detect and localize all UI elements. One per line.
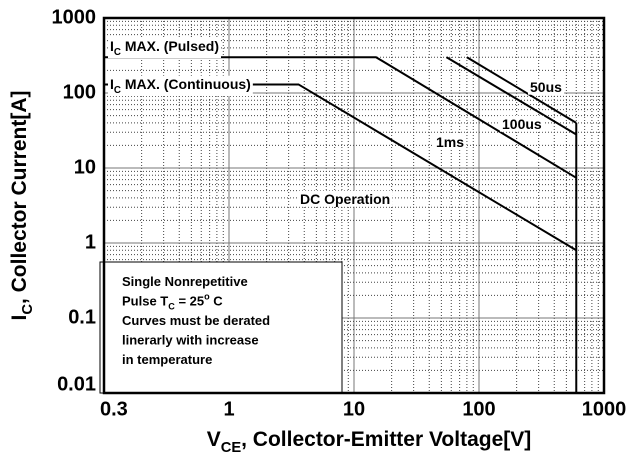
y-tick-label: 0.1 — [68, 306, 96, 328]
annotation-bg — [108, 37, 221, 59]
note-line: in temperature — [122, 352, 212, 367]
annotation: IC MAX. (Pulsed) — [110, 38, 219, 58]
plot-frame — [102, 16, 606, 395]
annotation: 1ms — [436, 134, 464, 150]
annotation-bg — [500, 115, 544, 132]
annotation-part: 1ms — [436, 134, 464, 150]
x-axis-title: VCE, Collector-Emitter Voltage[V] — [207, 428, 532, 456]
note-line-part: C — [210, 294, 224, 309]
y-tick-label: 1 — [85, 231, 96, 253]
y-axis-title-part: I — [8, 315, 31, 321]
annotation-bg — [298, 190, 393, 207]
note-line-part: Single Nonrepetitive — [122, 274, 248, 289]
x-axis-title-part: V — [207, 428, 221, 451]
note-line-part: Curves must be derated — [122, 313, 270, 328]
x-tick-label: 100 — [462, 398, 495, 420]
annotation-part: MAX. (Continuous) — [121, 76, 251, 92]
note-line-part: Pulse T — [122, 294, 168, 309]
note-line-part: linerarly with increase — [122, 333, 259, 348]
annotation-part: 50us — [530, 79, 562, 95]
y-tick-label: 1000 — [52, 6, 97, 28]
x-tick-label: 10 — [343, 398, 365, 420]
annotation: DC Operation — [300, 191, 390, 207]
y-tick-label: 100 — [63, 81, 96, 103]
annotation: 50us — [530, 79, 562, 95]
x-tick-label: 1000 — [582, 398, 627, 420]
y-tick-label: 10 — [74, 156, 96, 178]
y-axis-title-part: C — [20, 304, 36, 315]
note-box — [99, 261, 343, 394]
annotation-bg — [528, 78, 565, 95]
curve — [446, 56, 577, 136]
annotation: 100us — [502, 116, 542, 132]
x-axis-title-part: CE — [221, 440, 242, 456]
x-tick-label: 1 — [223, 398, 234, 420]
note-line-part: C — [168, 302, 175, 312]
annotation-part: 100us — [502, 116, 542, 132]
annotation-part: DC Operation — [300, 191, 390, 207]
annotation-bg — [108, 75, 253, 97]
annotation: IC MAX. (Continuous) — [110, 76, 251, 96]
annotation-part: MAX. (Pulsed) — [121, 38, 219, 54]
note-line-part: o — [204, 292, 210, 302]
annotation-part: I — [110, 38, 114, 54]
note-line-part: = 25 — [175, 294, 204, 309]
annotation-part: C — [114, 85, 121, 96]
note-line-part: in temperature — [122, 352, 212, 367]
note-line: Pulse TC = 25o C — [122, 292, 223, 312]
y-tick-label: 0.01 — [57, 373, 96, 395]
note-line: Curves must be derated — [122, 313, 270, 328]
x-axis-title-part: , Collector-Emitter Voltage[V] — [241, 428, 531, 451]
annotation-part: I — [110, 76, 114, 92]
note-line: Single Nonrepetitive — [122, 274, 248, 289]
note-line: linerarly with increase — [122, 333, 259, 348]
annotation-part: C — [114, 47, 121, 58]
y-axis-title-part: , Collector Current[A] — [8, 91, 31, 305]
annotation-bg — [434, 133, 467, 150]
curve — [466, 56, 577, 124]
x-tick-label: 0.3 — [100, 398, 128, 420]
y-axis-title: IC, Collector Current[A] — [8, 91, 36, 321]
